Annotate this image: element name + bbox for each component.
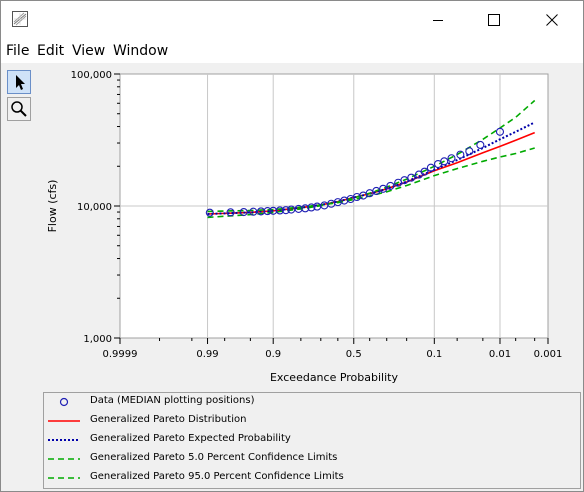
legend-symbol-circle bbox=[59, 397, 69, 407]
legend-label: Generalized Pareto 95.0 Percent Confiden… bbox=[90, 471, 344, 482]
legend-label: Generalized Pareto Expected Probability bbox=[90, 433, 291, 444]
data-point bbox=[400, 176, 409, 185]
chart-legend: Data (MEDIAN plotting positions) General… bbox=[43, 392, 581, 489]
data-point bbox=[447, 154, 456, 163]
data-point bbox=[495, 127, 505, 136]
data-point bbox=[205, 208, 214, 217]
x-tick-label: 0.99 bbox=[196, 349, 218, 360]
legend-item-95-percent-limit: Generalized Pareto 95.0 Percent Confiden… bbox=[44, 470, 574, 486]
series-line-2 bbox=[207, 121, 536, 215]
data-point bbox=[275, 206, 284, 215]
legend-item-expected-probability: Generalized Pareto Expected Probability bbox=[44, 432, 574, 448]
menu-file[interactable]: File bbox=[6, 43, 30, 59]
data-point bbox=[456, 150, 465, 159]
legend-symbol-dashed-line bbox=[48, 477, 80, 479]
legend-symbol-dotted-line bbox=[48, 439, 80, 441]
data-point bbox=[420, 167, 429, 176]
x-tick-label: 0.9999 bbox=[103, 349, 138, 360]
zoom-tool-button[interactable] bbox=[7, 97, 31, 121]
x-tick-label: 0.001 bbox=[534, 349, 563, 360]
x-tick-label: 0.5 bbox=[346, 349, 362, 360]
data-point bbox=[426, 163, 435, 172]
frequency-curve-chart[interactable]: 0.9999 0.99 0.9 0.5 0.1 0.01 0.001 1,000 10,000 1… bbox=[39, 65, 583, 390]
magnifier-icon bbox=[11, 101, 27, 117]
data-point bbox=[301, 204, 310, 213]
legend-label: Generalized Pareto Distribution bbox=[90, 414, 247, 425]
legend-item-data: Data (MEDIAN plotting positions) bbox=[44, 394, 574, 410]
title-bar[interactable] bbox=[1, 1, 583, 39]
data-point bbox=[263, 207, 272, 216]
y-tick-label: 1,000 bbox=[83, 334, 112, 345]
data-point bbox=[239, 207, 248, 217]
data-point bbox=[465, 147, 474, 156]
legend-label: Data (MEDIAN plotting positions) bbox=[90, 395, 255, 406]
menu-edit[interactable]: Edit bbox=[37, 43, 65, 59]
x-tick-label: 0.1 bbox=[426, 349, 442, 360]
data-point bbox=[249, 207, 258, 216]
x-tick-label: 0.9 bbox=[265, 349, 281, 360]
chart-app-icon[interactable] bbox=[12, 11, 28, 27]
maximize-button[interactable] bbox=[471, 1, 517, 39]
legend-item-5-percent-limit: Generalized Pareto 5.0 Percent Confidenc… bbox=[44, 451, 574, 467]
tool-palette bbox=[7, 70, 33, 124]
minimize-icon bbox=[433, 20, 443, 21]
data-point bbox=[407, 173, 416, 182]
close-button[interactable] bbox=[529, 1, 575, 39]
y-tick-label: 10,000 bbox=[77, 202, 112, 213]
menu-window[interactable]: Window bbox=[113, 43, 169, 59]
data-point bbox=[386, 181, 395, 190]
x-tick-label: 0.01 bbox=[489, 349, 511, 360]
y-tick-label: 100,000 bbox=[71, 70, 112, 81]
data-point bbox=[307, 203, 316, 212]
y-axis-label: Flow (cfs) bbox=[46, 180, 59, 233]
legend-symbol-solid-line bbox=[48, 420, 80, 422]
data-points bbox=[205, 127, 505, 217]
maximize-icon bbox=[488, 14, 500, 26]
axis-ticks: 0.9999 0.99 0.9 0.5 0.1 0.01 0.001 1,000 10,000 1… bbox=[71, 70, 563, 360]
x-axis-label: Exceedance Probability bbox=[270, 371, 398, 384]
pointer-arrow-icon bbox=[16, 75, 25, 90]
pointer-tool-button[interactable] bbox=[7, 70, 31, 94]
legend-symbol-dashed-line bbox=[48, 458, 80, 460]
close-icon bbox=[546, 14, 558, 26]
menu-view[interactable]: View bbox=[72, 43, 106, 59]
data-point bbox=[226, 208, 235, 217]
data-point bbox=[440, 157, 449, 166]
legend-item-distribution: Generalized Pareto Distribution bbox=[44, 413, 574, 429]
data-point bbox=[476, 140, 485, 150]
legend-label: Generalized Pareto 5.0 Percent Confidenc… bbox=[90, 452, 338, 463]
series-line-3 bbox=[207, 99, 536, 219]
data-point bbox=[281, 206, 290, 215]
minimize-button[interactable] bbox=[415, 1, 461, 39]
data-point bbox=[379, 184, 388, 193]
menu-bar: File Edit View Window bbox=[1, 39, 583, 63]
